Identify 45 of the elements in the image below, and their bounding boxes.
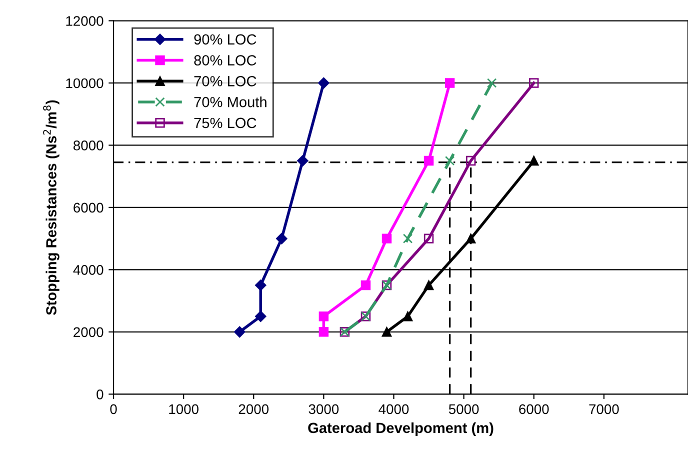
y-tick-label: 0 (96, 389, 104, 400)
y-tick-label: 6000 (74, 202, 104, 213)
point (255, 310, 266, 322)
x-tick-label: 3000 (308, 404, 339, 414)
point (486, 78, 497, 88)
y-tick-label: 12000 (66, 16, 104, 26)
y-tick-label: 2000 (74, 327, 104, 338)
point (466, 234, 476, 244)
legend-label: 70% Mouth (194, 96, 266, 108)
point (297, 155, 308, 166)
legend-label: 90% LOC (194, 34, 256, 45)
x-tick-label: 1000 (169, 404, 198, 414)
point (360, 280, 371, 290)
point (424, 280, 434, 290)
legend-label: 80% LOC (194, 55, 256, 66)
point (444, 156, 455, 166)
x-tick-label: 0 (110, 404, 117, 414)
y-tick-label: 10000 (66, 78, 104, 88)
x-tick-label: 2000 (238, 404, 269, 414)
point (234, 326, 246, 338)
point (318, 312, 329, 322)
y-tick-label: 8000 (74, 140, 104, 150)
point (529, 156, 539, 166)
x-axis-title: Gateroad Develpoment (m) (308, 422, 494, 436)
point (466, 156, 476, 166)
point (444, 78, 455, 88)
x-tick-label: 4000 (378, 404, 409, 414)
point (402, 312, 413, 322)
legend-label: 70% LOC (194, 76, 256, 86)
point (318, 77, 330, 89)
point (276, 232, 288, 244)
y-tick-label: 4000 (73, 265, 104, 275)
point (424, 234, 434, 244)
x-tick-label: 7000 (589, 404, 619, 414)
x-tick-label: 6000 (519, 404, 549, 414)
x-tick-label: 5000 (448, 404, 479, 414)
point (402, 234, 413, 244)
point (529, 78, 539, 88)
point (382, 327, 392, 337)
point (255, 280, 266, 291)
point (424, 156, 434, 166)
point (382, 234, 392, 244)
y-axis-title: Stopping Resistances (Ns$^{2}$/m$^{8}$) (43, 100, 60, 316)
legend-label: 75% LOC (194, 118, 256, 128)
point (318, 327, 329, 337)
